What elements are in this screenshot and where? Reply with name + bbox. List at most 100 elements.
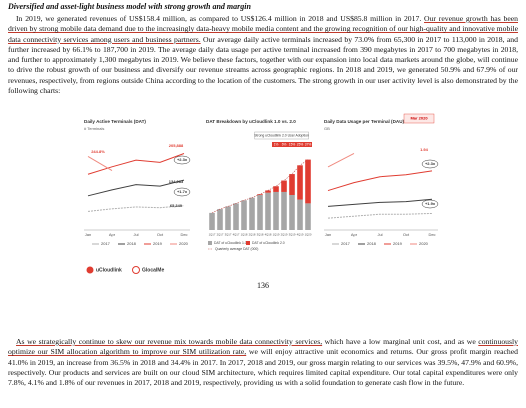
x-tick-label: Jan [85, 232, 91, 237]
legend-swatch [246, 241, 250, 245]
x-tick-label: 4Q17 [233, 233, 240, 237]
text-segment: which have a low marginal unit cost, and… [322, 337, 479, 346]
callout: Strong uCloudlink 2.0 User Adoption [254, 133, 309, 137]
x-tick-label: Dec [428, 232, 435, 237]
legend-label: DAT of uCloudlink 2.0 [252, 241, 285, 245]
annotation: +2.3x [177, 157, 188, 162]
bar-segment [209, 212, 215, 230]
x-tick-label: 4Q19 [297, 233, 304, 237]
x-tick-label: Jul [377, 232, 382, 237]
figure-title: DAT Breakdown by uCloudlink 1.0 vs. 2.0 [206, 119, 296, 124]
text-segment: continuously optimize our SIM allocation… [8, 337, 518, 357]
bar-segment [289, 194, 295, 230]
legend-label: Quarterly average DAT (000) [215, 247, 258, 251]
share-label: 6% [282, 142, 287, 146]
share-label: 15% [289, 142, 296, 146]
legend-swatch [208, 241, 212, 245]
annotation: 65,340 [170, 203, 183, 208]
legend-label: 2018 [367, 241, 377, 246]
bar-segment [265, 190, 271, 193]
annotation-bubble [421, 159, 439, 169]
page-number: 136 [257, 281, 269, 290]
figure-subtitle: # Terminals [84, 126, 104, 131]
bar-segment [273, 186, 279, 192]
annotation: 244.8% [91, 149, 105, 154]
bar-segment [289, 174, 295, 195]
share-box [296, 142, 304, 147]
annotation: 1.94 [420, 147, 429, 152]
legend-label: 2017 [101, 241, 111, 246]
figure-subtitle: GB [324, 126, 330, 131]
share-box [304, 142, 312, 147]
annotation: +1.7x [177, 189, 188, 194]
bar-segment [241, 200, 247, 230]
x-tick-label: Jul [133, 232, 138, 237]
bar-segment [217, 209, 223, 230]
share-label: 1% [274, 142, 279, 146]
text-segment: Our revenue growth has been driven by st… [8, 14, 519, 44]
x-tick-label: 4Q18 [265, 233, 272, 237]
share-box [272, 142, 280, 147]
bar-segment [233, 203, 239, 230]
annotation-bubble [173, 155, 191, 165]
paragraph: As we strategically continue to skew our… [8, 337, 518, 388]
bar-segment [281, 191, 287, 230]
paragraph: In 2019, we generated revenues of US$158… [8, 14, 518, 96]
x-tick-label: Dec [180, 232, 187, 237]
share-label: 25% [297, 142, 304, 146]
x-tick-label: 2Q19 [281, 233, 288, 237]
callout: Mar 2020 [410, 116, 428, 121]
callout-box [403, 113, 435, 124]
annotation: 134,083 [169, 179, 184, 184]
figure-title: Daily Data Usage per Terminal (DAU) [324, 119, 405, 124]
x-tick-label: 3Q17 [225, 233, 232, 237]
legend-label: 2019 [393, 241, 403, 246]
share-label: 37% [305, 142, 312, 146]
share-box [288, 142, 296, 147]
legend-label: 2020 [419, 241, 429, 246]
x-tick-label: 3Q19 [289, 233, 296, 237]
logo: uCloudlink [96, 267, 122, 273]
x-tick-label: Jan [325, 232, 331, 237]
annotation: 205,888 [169, 143, 184, 148]
logo-icon [86, 266, 94, 274]
callout-box [254, 131, 309, 140]
bar-segment [273, 191, 279, 230]
share-box [280, 142, 288, 147]
x-tick-label: Oct [157, 232, 164, 237]
text-segment: As we strategically continue to skew our… [16, 337, 323, 346]
data-line [327, 198, 433, 207]
x-tick-label: Oct [403, 232, 410, 237]
bar-segment [249, 197, 255, 230]
annotation-bubble [421, 199, 439, 209]
bar-segment [281, 180, 287, 192]
logo-icon [132, 266, 140, 274]
legend-label: 2018 [127, 241, 137, 246]
figure-title: Daily Active Terminals (DAT) [84, 119, 146, 124]
bar-segment [265, 192, 271, 230]
annotation-bubble [173, 187, 191, 197]
x-tick-label: 3Q18 [257, 233, 264, 237]
legend-label: DAT of uCloudlink 1.0 [214, 241, 247, 245]
data-line [87, 205, 185, 212]
text-segment: we will enjoy attractive unit economics … [8, 347, 518, 388]
legend-label: 2020 [179, 241, 189, 246]
bar-segment [305, 159, 311, 204]
x-tick-label: 2Q18 [249, 233, 256, 237]
x-tick-label: 1Q18 [241, 233, 248, 237]
bar-segment [257, 194, 263, 230]
data-line [87, 179, 185, 197]
legend-label: 2019 [153, 241, 163, 246]
data-line [87, 153, 185, 175]
legend-label: 2017 [341, 241, 351, 246]
figures: Daily Active Terminals (DAT) # Terminals J… [84, 113, 439, 274]
x-tick-label: 1Q19 [273, 233, 280, 237]
data-line [327, 153, 355, 168]
x-tick-label: 1Q17 [209, 233, 216, 237]
data-line [87, 155, 113, 171]
bar-segment [225, 206, 231, 230]
x-tick-label: Apr [109, 232, 116, 237]
bar-segment [305, 203, 311, 230]
annotation: +2.3x [425, 161, 436, 166]
